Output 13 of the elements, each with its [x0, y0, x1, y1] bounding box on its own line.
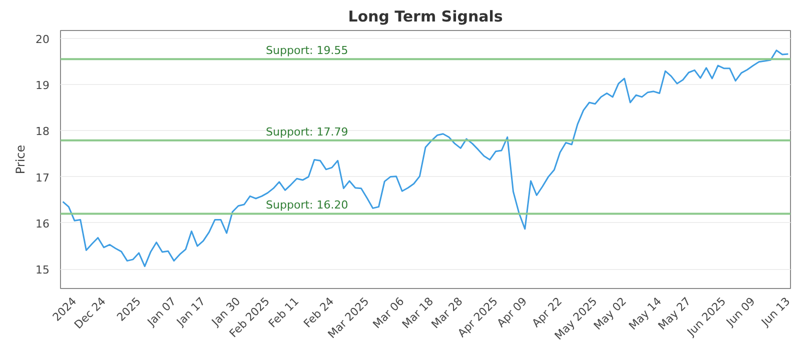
ref-line-label: Support: 16.20 — [266, 198, 348, 212]
chart-title: Long Term Signals — [348, 8, 503, 26]
ref-line-label: Support: 19.55 — [266, 44, 348, 58]
y-tick-label: 17 — [36, 171, 50, 184]
y-tick-label: 19 — [36, 79, 50, 92]
y-tick-label: 18 — [36, 125, 50, 138]
y-tick-label: 15 — [36, 264, 50, 277]
y-axis-title: Price — [14, 144, 28, 174]
ref-line-label: Support: 17.79 — [266, 125, 348, 138]
x-tick-label: Jan 17 — [174, 294, 208, 330]
y-tick-label: 16 — [36, 217, 50, 230]
x-tick-label: Jun 13 — [758, 294, 793, 330]
y-tick-label: 20 — [36, 32, 50, 46]
